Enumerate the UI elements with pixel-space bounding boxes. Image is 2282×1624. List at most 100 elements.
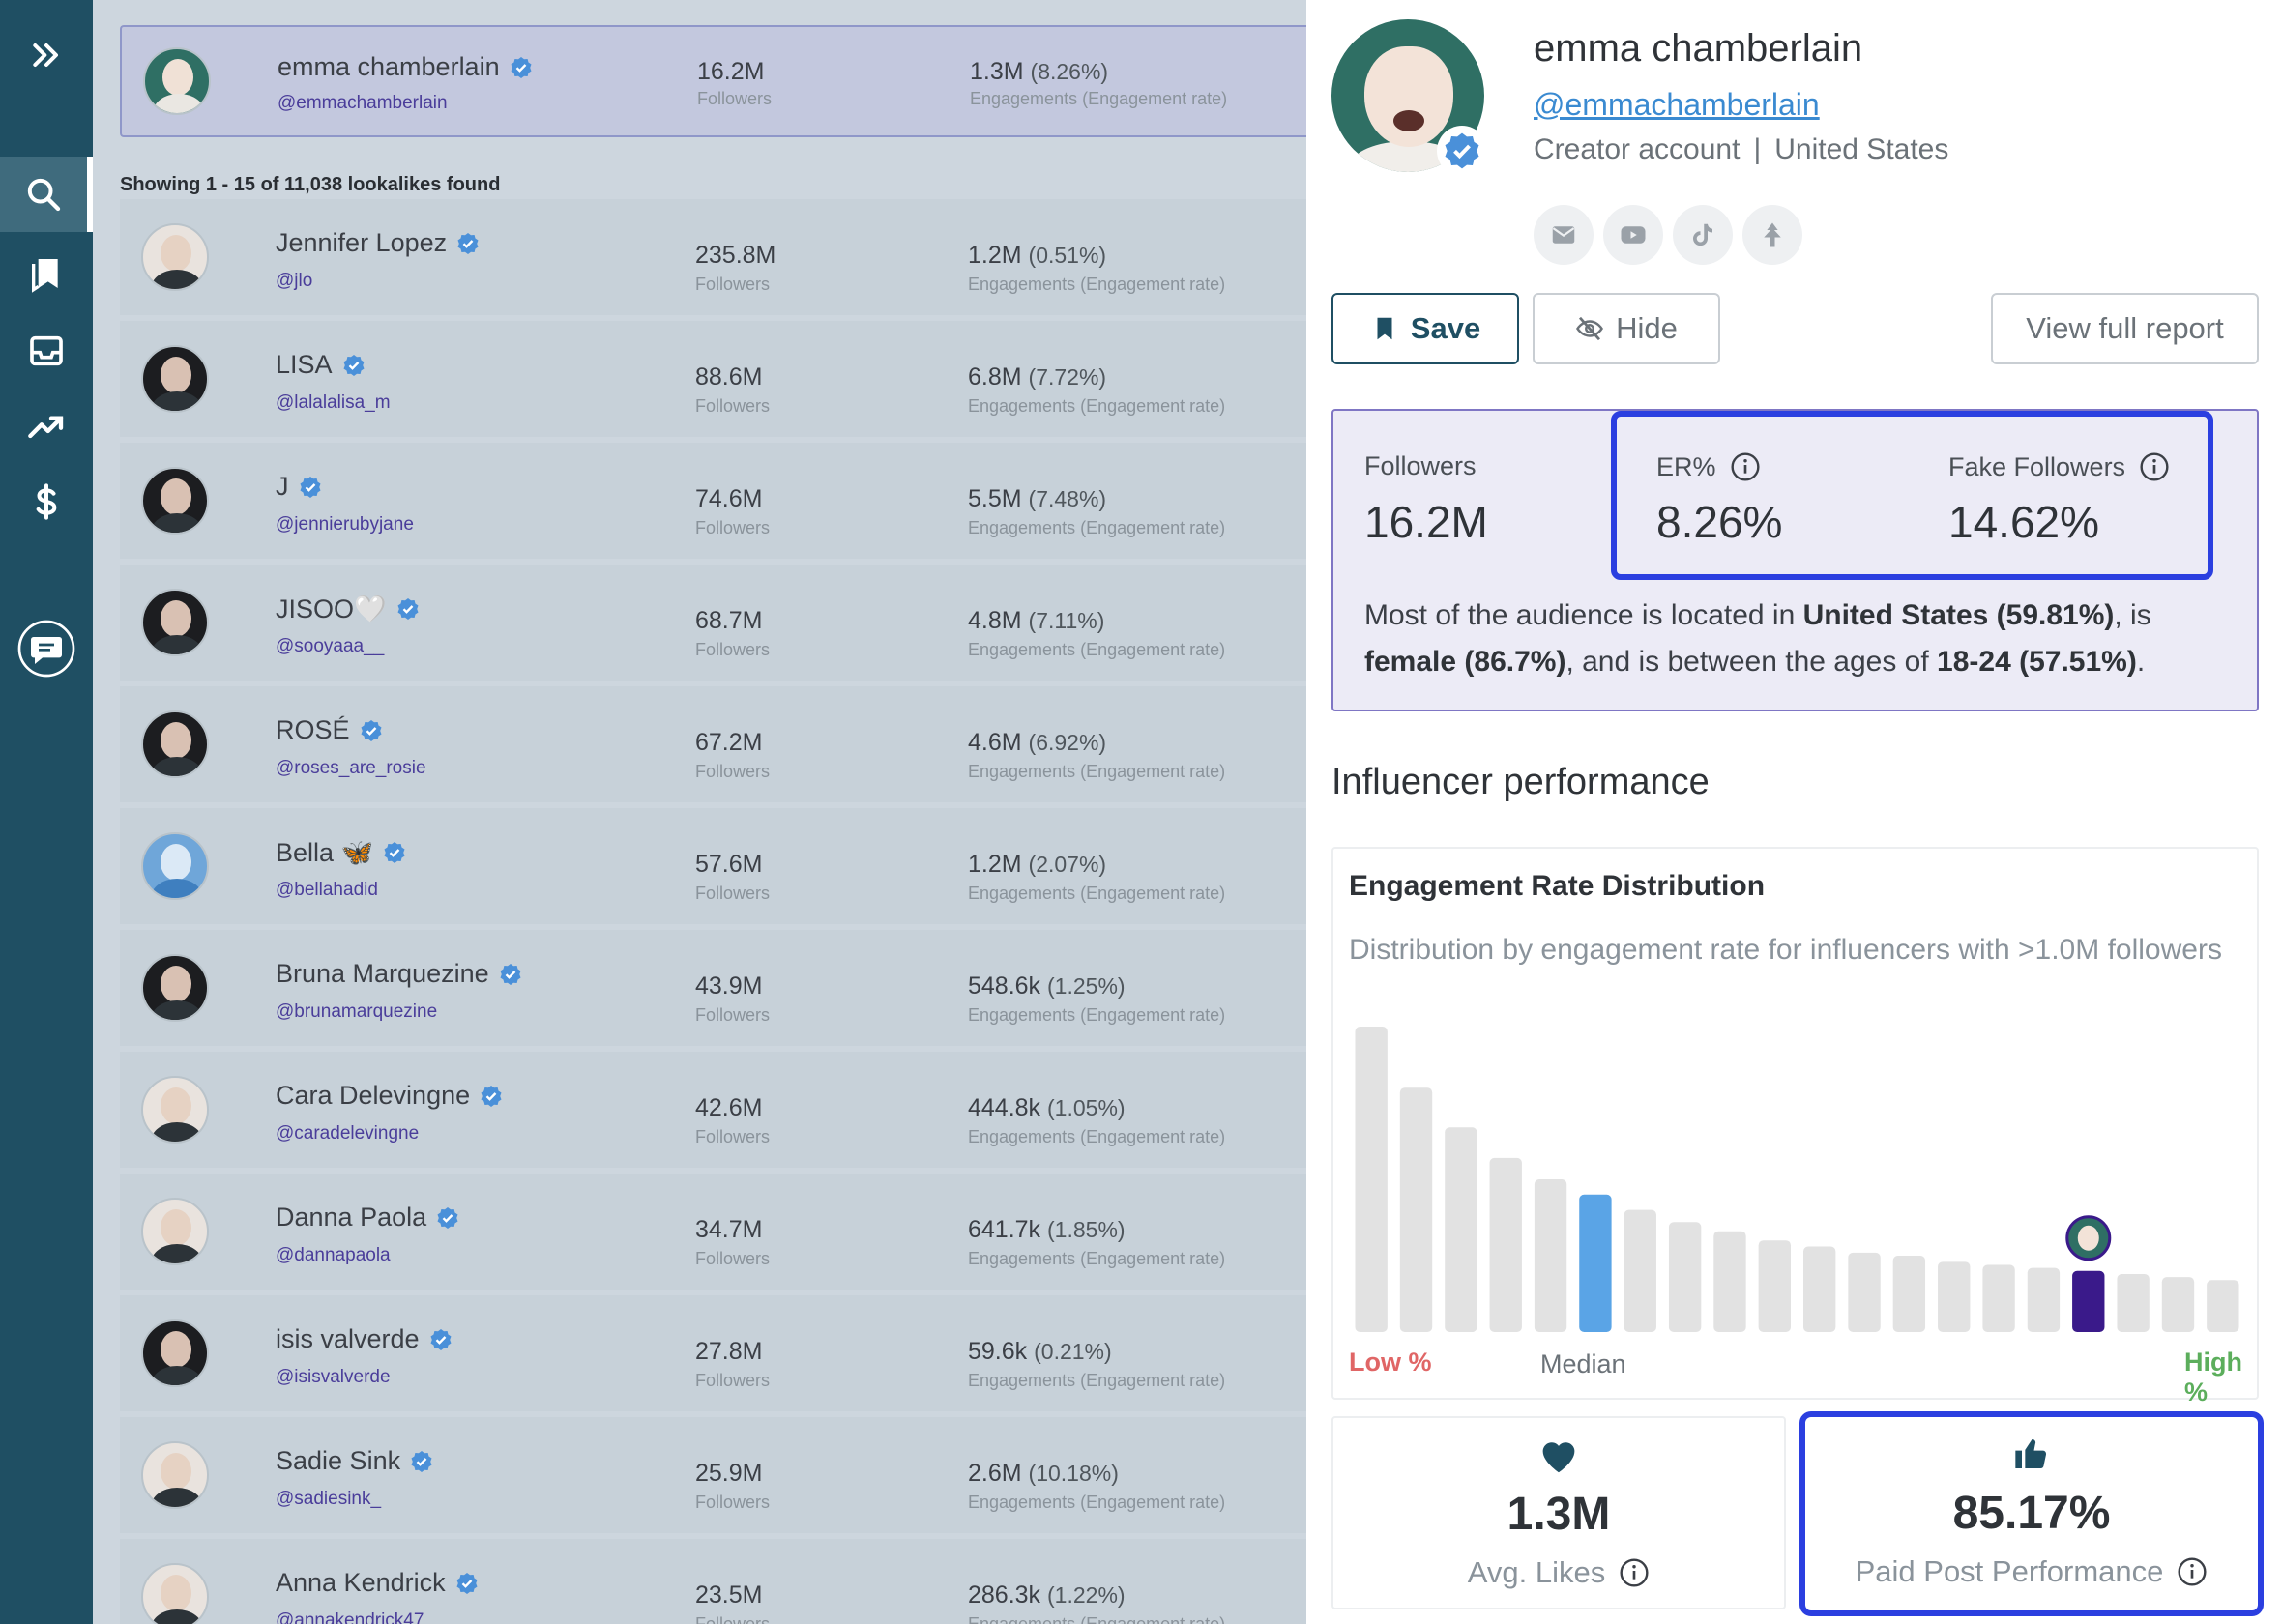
heart-icon: [1542, 1442, 1575, 1473]
verified-icon: [1445, 132, 1479, 169]
followers-label: Followers: [695, 518, 771, 537]
sidebar-item-analytics[interactable]: [0, 389, 93, 464]
avatar: [141, 710, 209, 778]
verified-icon: [457, 232, 479, 254]
engagements-value: 548.6k (1.25%): [968, 972, 1126, 1000]
chart-bar: [1445, 1127, 1477, 1332]
engagements-label: Engagements (Engagement rate): [970, 89, 1228, 108]
table-row[interactable]: JISOO🤍 @sooyaaa__ 68.7M Followers 4.8M (7.11…: [120, 565, 1306, 681]
creator-handle: @caradelevingne: [276, 1123, 420, 1144]
sidebar-item-chat[interactable]: [0, 611, 93, 686]
info-icon[interactable]: [1730, 451, 1761, 482]
engagement-distribution-chart: [1355, 1027, 2239, 1332]
table-row[interactable]: Danna Paola @dannapaola 34.7M Followers 641.…: [120, 1174, 1306, 1290]
account-type: Creator account: [1534, 133, 1741, 165]
sidebar-item-inbox[interactable]: [0, 313, 93, 389]
table-row[interactable]: J @jennierubyjane 74.6M Followers 5.5M (7.48…: [120, 443, 1306, 559]
chart-subtitle: Distribution by engagement rate for infl…: [1349, 934, 2222, 966]
table-row[interactable]: LISA @lalalalisa_m 88.6M Followers 6.8M (7.7…: [120, 321, 1306, 437]
engagements-label: Engagements (Engagement rate): [968, 518, 1226, 537]
chart-bar: [1713, 1231, 1746, 1332]
trending-icon: [28, 416, 64, 439]
followers-value: 67.2M: [695, 729, 763, 756]
table-row[interactable]: isis valverde @isisvalverde 27.8M Followers…: [120, 1295, 1306, 1411]
followers-value: 27.8M: [695, 1338, 763, 1365]
followers-value: 88.6M: [695, 363, 763, 391]
lookalikes-list: emma chamberlain @emmachamberlain 16.2M …: [93, 0, 1306, 1624]
hide-button[interactable]: Hide: [1533, 293, 1720, 364]
engagements-value: 286.3k (1.22%): [968, 1581, 1126, 1609]
engagement-distribution-card: Engagement Rate Distribution Distributio…: [1331, 847, 2259, 1406]
table-row[interactable]: Cara Delevingne @caradelevingne 42.6M Follo…: [120, 1052, 1306, 1168]
creator-handle: @lalalalisa_m: [276, 392, 391, 413]
table-row[interactable]: Anna Kendrick @annakendrick47 23.5M Followe…: [120, 1539, 1306, 1624]
save-button[interactable]: Save: [1331, 293, 1519, 364]
tiktok-button[interactable]: [1673, 205, 1733, 265]
view-full-report-button[interactable]: View full report: [1991, 293, 2259, 364]
linktree-button[interactable]: [1742, 205, 1802, 265]
creator-name: Cara Delevingne: [276, 1081, 503, 1111]
expand-sidebar-button[interactable]: [0, 17, 93, 93]
followers-label: Followers: [695, 640, 771, 659]
section-title: Influencer performance: [1331, 762, 1710, 802]
creator-name: J: [276, 472, 322, 502]
avatar: [143, 47, 211, 115]
table-row[interactable]: Sadie Sink @sadiesink_ 25.9M Followers 2.6M …: [120, 1417, 1306, 1533]
creator-handle: @bellahadid: [276, 880, 378, 900]
er-label: ER%: [1656, 451, 1761, 482]
dollar-icon: [36, 483, 57, 520]
sidebar-item-payments[interactable]: [0, 464, 93, 539]
followers-value: 235.8M: [695, 242, 776, 269]
chart-bar: [1489, 1157, 1522, 1332]
youtube-icon: [1621, 226, 1646, 244]
sidebar-item-saved[interactable]: [0, 236, 93, 311]
info-icon[interactable]: [2139, 451, 2170, 482]
email-button[interactable]: [1534, 205, 1594, 265]
table-row[interactable]: Bruna Marquezine @brunamarquezine 43.9M Fol…: [120, 930, 1306, 1046]
sidebar: [0, 0, 93, 1624]
linktree-icon: [1764, 222, 1781, 247]
verified-icon: [343, 354, 365, 376]
table-row[interactable]: Jennifer Lopez @jlo 235.8M Followers 1.2M (0…: [120, 199, 1306, 315]
table-row[interactable]: ROSÉ @roses_are_rosie 67.2M Followers 4.6M (…: [120, 686, 1306, 802]
engagements-label: Engagements (Engagement rate): [968, 396, 1226, 416]
creator-name: Sadie Sink: [276, 1446, 433, 1476]
verified-badge: [1437, 126, 1487, 176]
engagements-value: 5.5M (7.48%): [968, 485, 1107, 512]
chat-icon: [17, 620, 75, 678]
creator-name: Danna Paola: [276, 1203, 459, 1232]
followers-value: 68.7M: [695, 607, 763, 634]
inbox-icon: [30, 335, 63, 366]
verified-icon: [481, 1085, 502, 1107]
axis-low-label: Low %: [1349, 1348, 1432, 1377]
followers-label: Followers: [695, 762, 771, 781]
avatar: [141, 832, 209, 900]
table-row[interactable]: Bella 🦋 @bellahadid 57.6M Followers 1.2M (2.…: [120, 808, 1306, 924]
avatar: [141, 1563, 209, 1624]
chart-bar: [1355, 1027, 1388, 1332]
verified-icon: [430, 1328, 452, 1350]
engagements-label: Engagements (Engagement rate): [968, 1249, 1226, 1268]
bookmark-icon: [1377, 317, 1392, 340]
youtube-button[interactable]: [1603, 205, 1663, 265]
profile-handle-link[interactable]: @emmachamberlain: [1534, 87, 1820, 122]
info-icon[interactable]: [2177, 1556, 2208, 1587]
creator-name: isis valverde: [276, 1324, 453, 1354]
verified-icon: [511, 56, 532, 78]
info-icon[interactable]: [1619, 1557, 1650, 1588]
verified-icon: [456, 1572, 478, 1594]
creator-name: Anna Kendrick: [276, 1568, 479, 1598]
creator-name: Bella 🦋: [276, 837, 406, 868]
creator-handle: @sooyaaa__: [276, 636, 385, 656]
sidebar-item-search[interactable]: [0, 157, 93, 232]
profile-name: emma chamberlain: [1534, 27, 1863, 70]
followers-value: 16.2M: [697, 58, 765, 85]
axis-median-label: Median: [1540, 1349, 1626, 1378]
creator-handle: @dannapaola: [276, 1245, 391, 1265]
engagements-value: 1.2M (2.07%): [968, 851, 1107, 878]
search-icon: [27, 178, 61, 212]
paid-post-value: 85.17%: [1952, 1488, 2111, 1539]
followers-label: Followers: [695, 1614, 771, 1624]
selected-creator-row[interactable]: emma chamberlain @emmachamberlain 16.2M …: [120, 25, 1306, 137]
chart-bar: [1399, 1088, 1433, 1332]
